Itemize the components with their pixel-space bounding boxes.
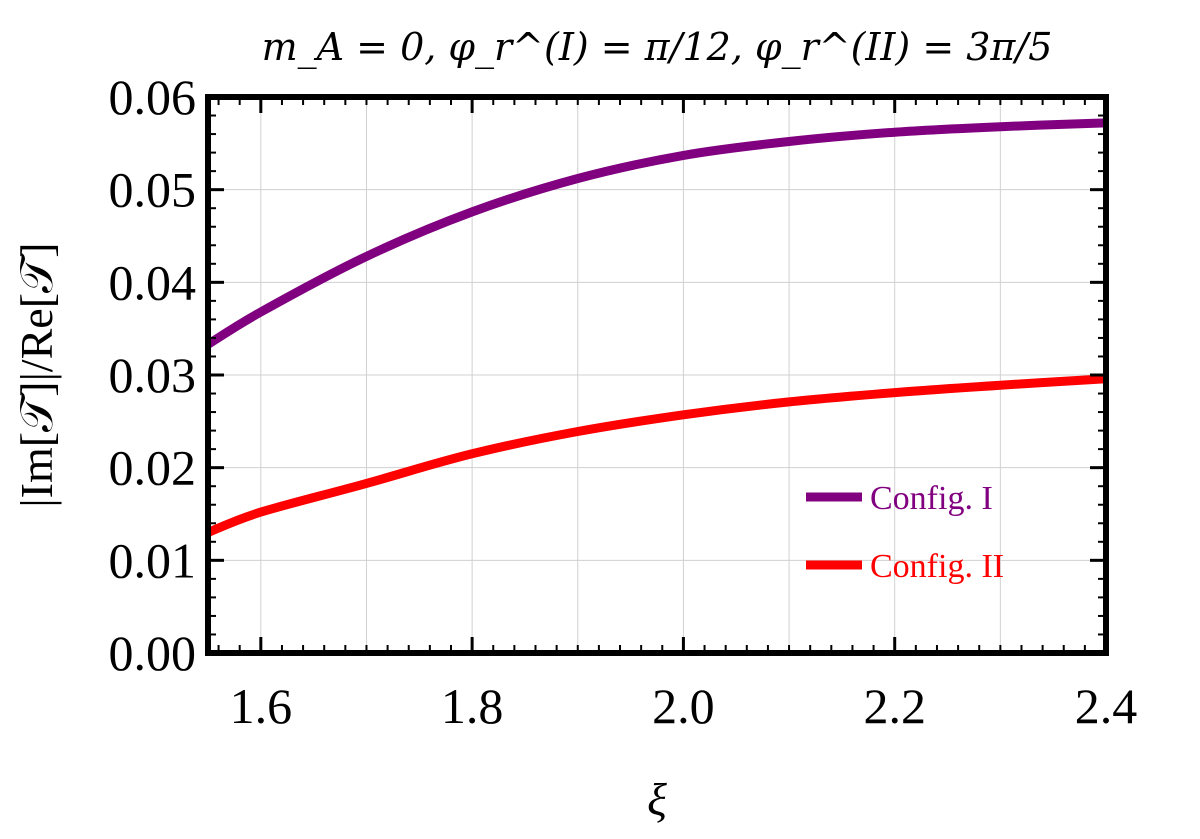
chart-title: m_A = 0, φ_r^(I) = π/12, φ_r^(II) = 3π/5 bbox=[262, 25, 1053, 70]
grid bbox=[208, 97, 1106, 653]
legend-label-1: Config. I bbox=[870, 480, 993, 517]
y-tick-label: 0.00 bbox=[109, 625, 197, 681]
x-tick-label: 1.6 bbox=[230, 678, 293, 734]
y-tick-label: 0.02 bbox=[109, 440, 197, 496]
x-tick-label: 1.8 bbox=[441, 678, 504, 734]
ticks: 0.00 0.01 0.02 0.03 0.04 0.05 0.06 1.6 1.8 2.0 2.2… bbox=[109, 69, 1138, 734]
y-tick-label: 0.04 bbox=[109, 254, 197, 310]
x-tick-label: 2.0 bbox=[652, 678, 715, 734]
y-axis-label: |Im[𝒯]|/Re[𝒯] bbox=[11, 242, 62, 507]
x-tick-label: 2.4 bbox=[1075, 678, 1138, 734]
x-axis-label: ξ bbox=[647, 774, 667, 825]
y-tick-label: 0.03 bbox=[109, 347, 197, 403]
series-line-1 bbox=[205, 118, 1107, 349]
y-tick-label: 0.06 bbox=[109, 69, 197, 125]
x-tick-label: 2.2 bbox=[863, 678, 926, 734]
legend-label-2: Config. II bbox=[870, 548, 1004, 585]
legend: Config. I Config. II bbox=[806, 480, 1004, 585]
y-tick-label: 0.05 bbox=[109, 162, 197, 218]
series-layer bbox=[205, 118, 1107, 537]
y-tick-label: 0.01 bbox=[109, 532, 197, 588]
series-line-2 bbox=[206, 374, 1107, 537]
